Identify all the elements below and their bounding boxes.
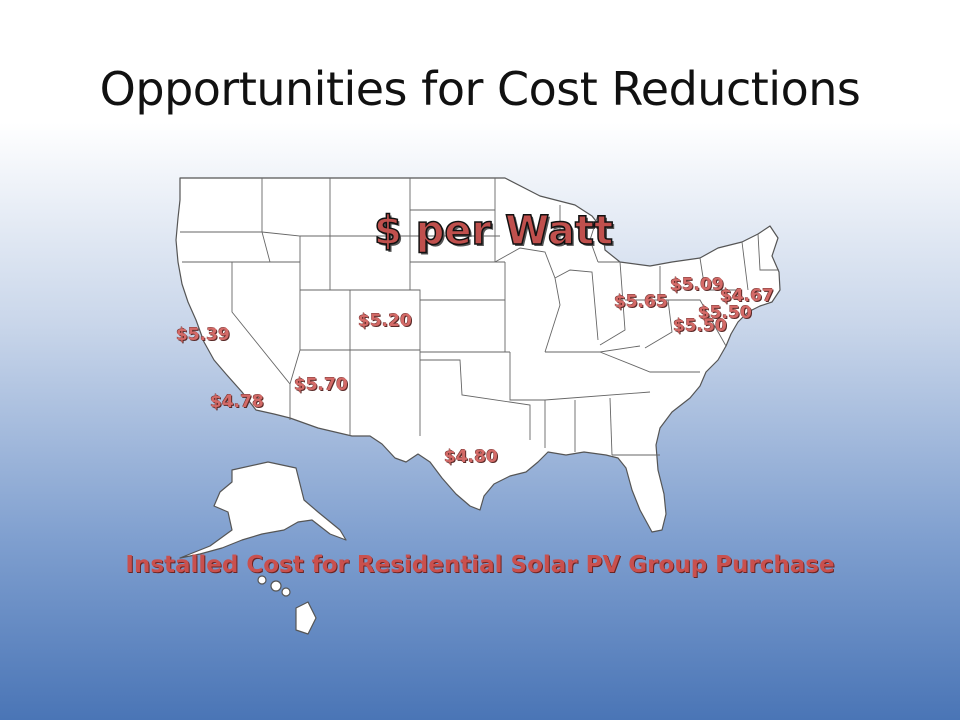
price-ohio: $5.65 [614,292,668,312]
slide-title: Opportunities for Cost Reductions [99,62,861,116]
price-california-south: $4.78 [210,392,264,412]
price-new-jersey: $5.50 [698,303,752,323]
per-watt-label: $ per Watt [373,207,614,255]
state-borders [180,178,779,456]
price-connecticut: $4.67 [720,286,774,306]
price-arizona: $5.70 [294,375,348,395]
price-colorado: $5.20 [358,311,412,331]
alaska-shape [179,461,347,559]
hawaii-islands [257,575,317,635]
price-new-york: $5.09 [670,275,724,295]
footer-caption: Installed Cost for Residential Solar PV … [125,552,835,578]
price-maryland: $5.50 [673,316,727,336]
price-texas: $4.80 [444,447,498,467]
price-california-north: $5.39 [176,325,230,345]
us-mainland-outline [175,177,781,533]
